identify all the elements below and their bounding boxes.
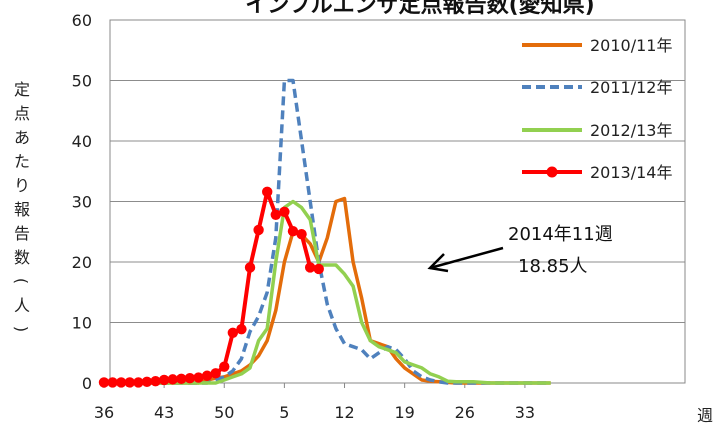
data-point	[201, 370, 213, 381]
annotation-line1: 2014年11週	[508, 224, 613, 245]
x-axis-ticks: 36 43 50 5 12 19 26 33	[94, 383, 535, 422]
data-point	[98, 377, 110, 388]
y-tick-label: 40	[72, 132, 92, 151]
legend-label: 2013/14年	[590, 163, 672, 182]
x-axis-label: 週	[697, 406, 713, 425]
annotation-line2: 18.85人	[518, 256, 588, 277]
x-tick-label: 26	[455, 403, 475, 422]
x-tick-label: 43	[154, 403, 174, 422]
data-point	[270, 209, 281, 221]
y-label-char: た	[14, 152, 30, 171]
y-label-char: 人	[14, 296, 30, 315]
x-tick-label: 12	[334, 403, 354, 422]
data-point	[158, 374, 170, 386]
annotation-arrowhead	[427, 253, 449, 273]
data-point	[279, 206, 290, 217]
y-tick-label: 30	[72, 193, 92, 212]
data-point	[262, 186, 273, 198]
y-label-char: (	[12, 278, 31, 284]
legend-marker	[546, 166, 558, 178]
y-label-char: あ	[14, 128, 30, 147]
data-point	[219, 361, 230, 372]
legend: 2010/11年 2011/12年 2012/13年 2013/14年	[522, 36, 672, 182]
plot-area-border	[109, 19, 686, 384]
data-point	[210, 368, 221, 379]
y-label-char: り	[14, 176, 30, 195]
data-point	[150, 375, 161, 387]
data-point	[253, 224, 264, 236]
y-tick-label: 60	[72, 11, 92, 30]
x-tick-label: 19	[394, 403, 414, 422]
data-point	[313, 263, 324, 275]
data-point	[244, 262, 256, 273]
annotation: 2014年11週 18.85人	[427, 224, 613, 277]
y-label-char: 定	[14, 80, 30, 99]
legend-label: 2011/12年	[590, 78, 672, 97]
data-point	[236, 323, 247, 335]
y-tick-label: 20	[72, 253, 92, 272]
data-point	[115, 377, 127, 388]
chart-title: インフルエンザ定点報告数(愛知県)	[245, 0, 594, 18]
data-point	[176, 373, 187, 384]
y-tick-label: 10	[72, 314, 92, 333]
series-lines	[98, 78, 551, 388]
data-point	[133, 377, 144, 388]
x-tick-label: 50	[214, 403, 234, 422]
y-label-char: 数	[14, 248, 30, 267]
x-tick-label: 33	[515, 403, 535, 422]
annotation-arrow	[429, 246, 504, 270]
data-point	[124, 377, 135, 388]
data-point	[107, 377, 118, 388]
data-point	[184, 372, 196, 384]
x-tick-label: 36	[94, 403, 114, 422]
y-tick-label: 0	[82, 374, 92, 393]
y-axis-ticks: 0 10 20 30 40 50 60	[72, 11, 92, 393]
data-point	[141, 376, 153, 387]
y-label-char: 点	[14, 104, 30, 123]
series-line-0	[104, 196, 551, 385]
data-point	[227, 327, 239, 338]
data-point	[304, 262, 316, 273]
y-label-char: 報	[14, 200, 30, 219]
data-point	[287, 225, 299, 237]
series-line-3	[104, 189, 320, 385]
legend-label: 2010/11年	[590, 36, 672, 55]
y-tick-label: 50	[72, 72, 92, 91]
legend-label: 2012/13年	[590, 121, 672, 140]
y-label-char: )	[12, 326, 31, 332]
data-point	[167, 374, 178, 385]
y-label-char: 告	[14, 224, 30, 243]
x-tick-label: 5	[279, 403, 289, 422]
data-point	[193, 372, 204, 383]
data-point	[296, 228, 307, 240]
series-line-2	[104, 199, 551, 385]
